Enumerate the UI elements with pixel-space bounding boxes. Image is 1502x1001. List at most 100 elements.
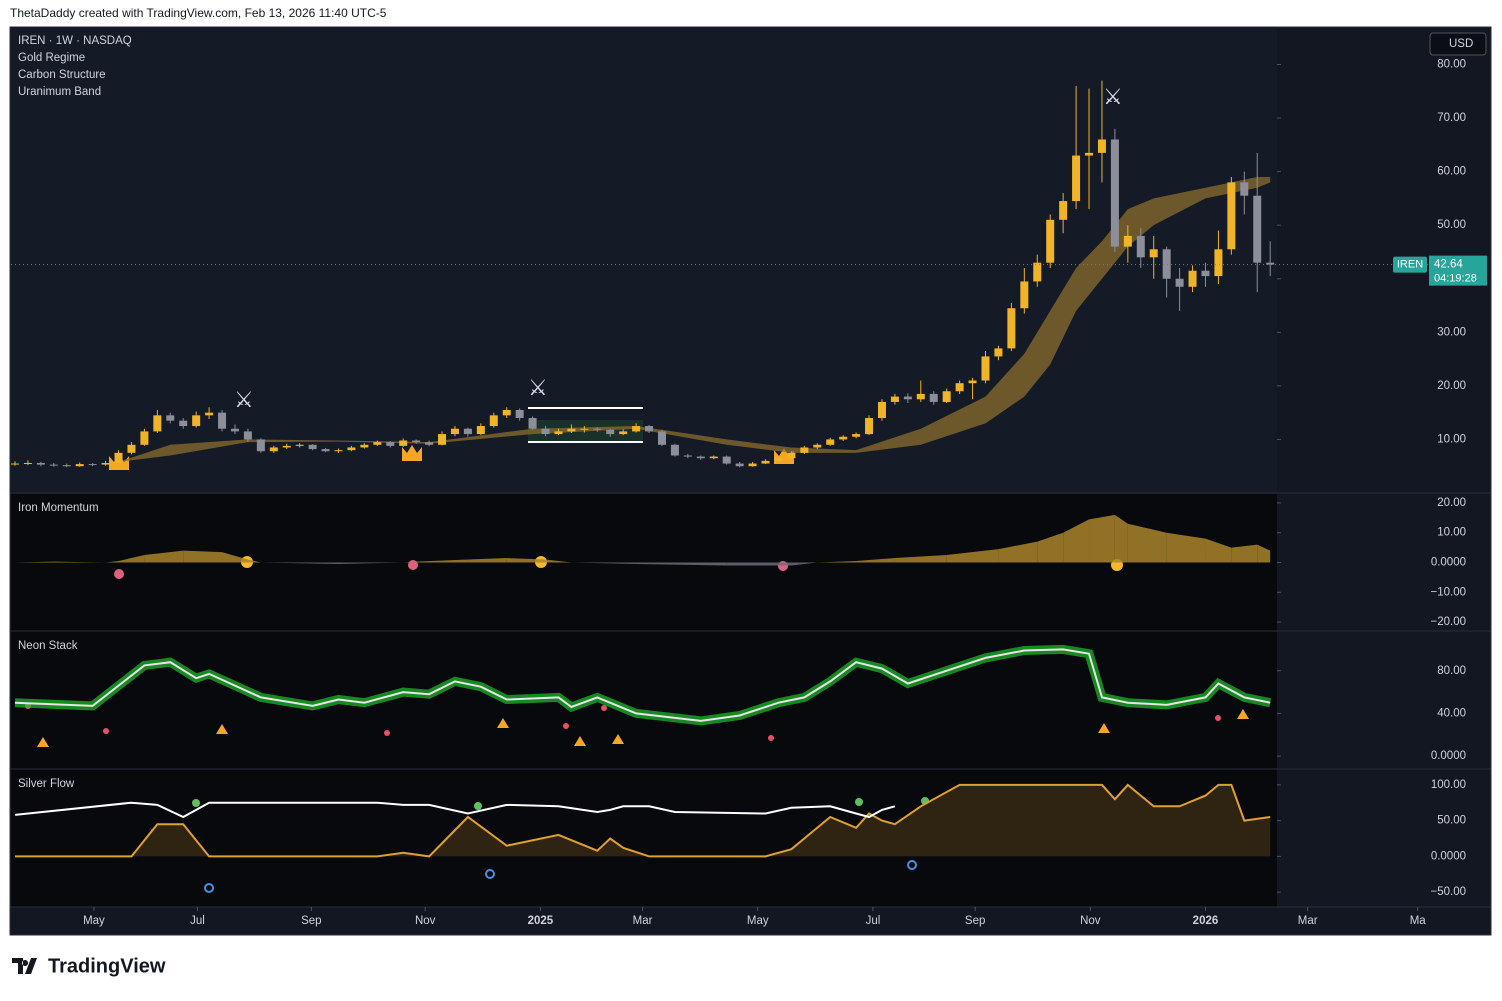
candle-body [593,428,602,430]
warning-icon [37,737,49,747]
candle-body [890,396,899,402]
momentum-area [183,550,223,563]
countdown-text: 04:19:28 [1434,273,1477,285]
candle-body [62,465,71,467]
candle-body [192,415,201,427]
candle-body [153,415,162,432]
candle-body [1110,139,1119,247]
candle-body [489,415,498,427]
candle-body [1097,139,1106,153]
y-tick-label: 50.00 [1437,219,1466,231]
momentum-area [338,562,404,564]
candle-body [619,431,628,435]
momentum-area [260,562,339,564]
momentum-area [105,561,119,563]
momentum-area [1166,532,1206,563]
momentum-area [222,552,248,563]
candle-body [916,393,925,400]
candle-body [334,450,343,452]
momentum-area [467,558,507,563]
momentum-area [636,562,727,566]
warning-icon [612,734,624,744]
rocket-icon [563,723,569,729]
momentum-area [856,558,895,563]
candle-body [386,442,395,446]
momentum-area [1063,519,1090,563]
line [14,801,896,819]
rocket-icon [1215,715,1221,721]
candle-body [1020,281,1029,309]
candle-body [515,409,524,419]
price-tag-text: 42.64 [1434,259,1463,271]
currency-button[interactable] [1429,32,1487,56]
momentum-area [1231,544,1258,563]
y-tick-label: 80.00 [1437,59,1466,71]
warning-icon [1237,709,1249,719]
symbol-tag-text: IREN [1397,259,1423,271]
candle-body [140,431,149,445]
momentum-area [571,562,637,564]
candle-body [127,444,136,453]
indicator-name: Carbon Structure [18,69,106,81]
currency-text: USD [1449,38,1473,50]
candle-body [528,418,537,429]
y-tick-label: 20.00 [1437,497,1466,509]
candle-body [1072,155,1081,202]
candle-body [1149,249,1158,258]
rocket-icon [601,705,607,711]
logo: TradingView [12,955,166,977]
candle-body [813,444,822,448]
rocket-icon [103,728,109,734]
y-tick-label: 0.0000 [1431,850,1466,862]
y-tick-label: 70.00 [1437,112,1466,124]
candle-body [696,456,705,459]
header-text: ThetaDaddy created with TradingView.com,… [10,6,387,20]
candle-body [463,428,472,435]
candle-body [554,431,563,435]
candle-body [1188,270,1197,287]
candle-body [347,447,356,451]
candle-body [11,463,19,465]
momentum-area [403,561,417,563]
candle-body [114,452,123,464]
swords-icon: ⚔ [234,387,254,412]
momentum-area [1257,544,1271,563]
candle-body [606,429,615,435]
candle-body [321,449,330,452]
warning-icon [216,724,228,734]
candle-body [994,348,1003,357]
momentum-area [545,559,572,563]
signal-icons: ⚔ ⚔ ⚔ [234,84,1123,412]
candle-body [800,447,809,453]
candle-body [1007,308,1016,349]
y-tick-label: −20.00 [1431,616,1467,628]
flow-area [15,784,1271,857]
line [14,648,1271,722]
swords-icon: ⚔ [528,375,548,400]
momentum-area [416,559,468,563]
momentum-area [998,541,1038,563]
warning-icons [37,709,1249,747]
candle-body [1123,235,1132,247]
x-tick-label: Jul [190,915,205,927]
y-tick-label: −10.00 [1431,586,1467,598]
candle-body [929,393,938,402]
line [15,783,1271,858]
momentum-area [1089,514,1115,563]
x-tick-label: Sep [965,915,985,927]
candle-body [1136,235,1145,258]
momentum-area [118,555,145,563]
candle-body [709,456,718,459]
y-tick-label: 100.00 [1431,779,1466,791]
momentum-area [726,562,792,566]
symbol-tag [1393,256,1427,273]
candle-body [360,444,369,448]
candle-body [1033,262,1042,282]
cycle-icon [204,883,214,893]
candle-body [670,444,679,456]
pane-title: Silver Flow [18,778,75,790]
candle-body [230,428,239,432]
candle-body [101,463,110,465]
candle-body [580,428,589,430]
